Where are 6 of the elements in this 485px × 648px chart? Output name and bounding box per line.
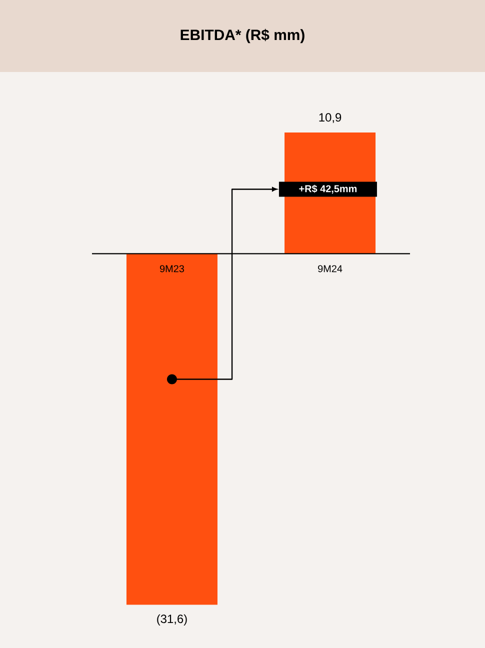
x-tick-label: 9M23 bbox=[160, 265, 184, 272]
data-label: 10,9 bbox=[319, 113, 342, 124]
annotation: +R$ 42,5mm bbox=[299, 184, 357, 194]
chart-title: EBITDA* (R$ mm) bbox=[180, 28, 304, 44]
x-tick-label: 9M24 bbox=[318, 265, 342, 272]
data-label: (31,6) bbox=[157, 614, 187, 626]
